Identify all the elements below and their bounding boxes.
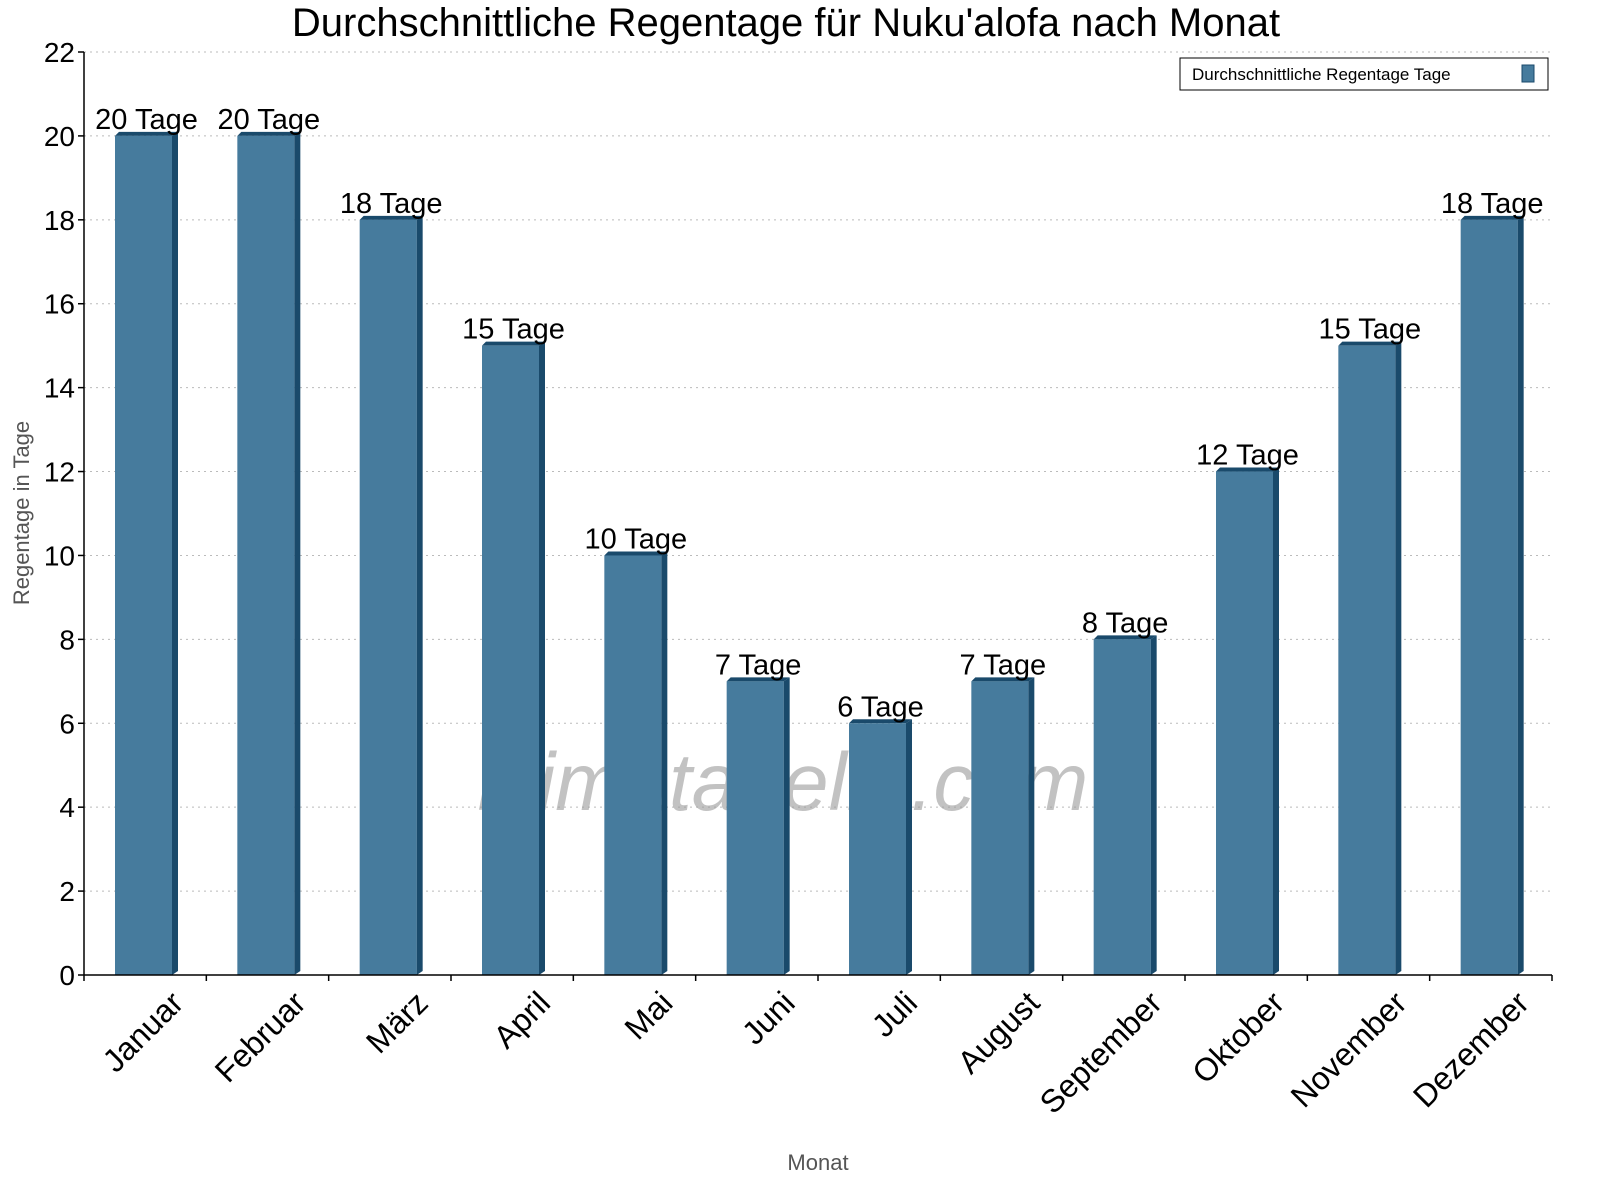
y-tick-label: 18 [44, 205, 75, 236]
bar [482, 345, 539, 975]
bar-side [661, 551, 668, 975]
data-label: 20 Tage [95, 104, 198, 136]
bar-top [1460, 215, 1524, 220]
bar [1338, 345, 1396, 975]
bar-top [971, 677, 1035, 682]
y-tick-label: 4 [59, 792, 75, 823]
data-label: 18 Tage [1441, 188, 1544, 220]
bar [1460, 219, 1518, 975]
data-label: 10 Tage [584, 523, 687, 555]
x-tick-label: März [359, 984, 435, 1060]
data-label: 12 Tage [1196, 440, 1299, 472]
data-label: 15 Tage [1318, 314, 1421, 346]
data-label: 6 Tage [837, 691, 924, 723]
y-tick-label: 10 [44, 540, 75, 571]
bar-side [1517, 215, 1524, 975]
data-label: 15 Tage [462, 314, 565, 346]
bar [604, 555, 662, 975]
x-tick-label: August [951, 984, 1047, 1080]
data-label: 7 Tage [960, 649, 1047, 681]
bar [1216, 471, 1273, 975]
bar [971, 681, 1029, 975]
chart-title: Durchschnittliche Regentage für Nuku'alo… [292, 1, 1280, 45]
bar-top [359, 215, 423, 220]
y-tick-label: 14 [44, 373, 75, 404]
bar-top [604, 551, 668, 556]
data-label: 7 Tage [715, 649, 802, 681]
y-tick-label: 22 [44, 37, 75, 68]
legend-swatch [1521, 64, 1535, 83]
bar [359, 219, 417, 975]
legend-label: Durchschnittliche Regentage Tage [1192, 65, 1451, 84]
y-tick-label: 12 [44, 457, 75, 488]
bar-side [416, 215, 423, 975]
bar [849, 723, 906, 975]
bar-side [1395, 341, 1402, 975]
bar [1093, 639, 1151, 975]
x-tick-label: Mai [618, 984, 680, 1046]
grid-lines [84, 51, 1552, 892]
y-axis-label: Regentage in Tage [9, 421, 34, 605]
x-tick-label: November [1284, 984, 1414, 1114]
bar-top [1216, 467, 1279, 472]
x-tick-label: April [486, 984, 557, 1055]
x-tick-label: Dezember [1406, 984, 1536, 1114]
bar-side [1150, 635, 1157, 975]
data-label: 8 Tage [1082, 607, 1169, 639]
y-tick-label: 2 [59, 876, 75, 907]
x-axis-label: Monat [787, 1150, 848, 1175]
bar-side [906, 719, 912, 975]
y-tick-label: 8 [59, 624, 75, 655]
legend: Durchschnittliche Regentage Tage [1179, 57, 1549, 91]
x-tick-label: Oktober [1185, 984, 1291, 1090]
bar-side [294, 131, 301, 976]
bar-top [1338, 341, 1402, 346]
bar-top [115, 131, 178, 136]
bar-top [482, 341, 545, 346]
bar-side [539, 341, 545, 975]
bar-side [172, 131, 178, 976]
x-tick-label: Juli [865, 984, 924, 1043]
bar-top [849, 719, 912, 724]
bar-side [783, 677, 790, 975]
bar-top [726, 677, 790, 682]
bar-side [1028, 677, 1035, 975]
y-tick-label: 20 [44, 121, 75, 152]
bar [726, 681, 784, 975]
bar [237, 135, 295, 976]
bar [115, 135, 172, 976]
data-label: 20 Tage [217, 104, 320, 136]
x-tick-label: September [1033, 984, 1169, 1120]
data-label: 18 Tage [340, 188, 443, 220]
bars: 20 Tage 20 Tage 18 Tage 15 Tage 10 Tage 7 Tag… [95, 104, 1544, 976]
bar-side [1273, 467, 1279, 975]
x-tick-label: Januar [95, 984, 190, 1079]
x-tick-label: Juni [735, 984, 802, 1051]
x-tick-label: Februar [208, 984, 313, 1089]
bar-top [1093, 635, 1157, 640]
y-tick-label: 6 [59, 708, 75, 739]
y-tick-label: 0 [59, 960, 75, 991]
bar-top [237, 131, 301, 136]
y-tick-label: 16 [44, 289, 75, 320]
